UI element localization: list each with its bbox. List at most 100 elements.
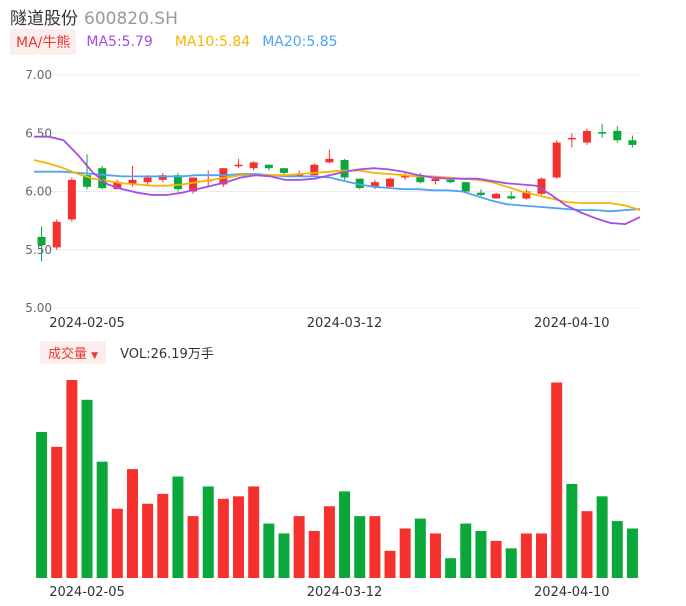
volume-bar: [429, 533, 441, 578]
stock-name: 隧道股份: [10, 9, 78, 29]
x-tick-label: 2024-03-12: [307, 316, 383, 331]
x-tick-label: 2024-04-10: [534, 585, 610, 600]
volume-bar: [308, 530, 320, 578]
candle-body: [189, 177, 198, 192]
volume-bar: [157, 493, 169, 578]
candle-body: [128, 179, 137, 185]
stock-code: 600820.SH: [84, 9, 178, 29]
x-tick-label: 2024-04-10: [534, 316, 610, 331]
candle-body: [522, 191, 531, 199]
volume-bar: [475, 530, 487, 578]
candle-body: [461, 182, 470, 192]
volume-bar: [187, 516, 199, 578]
volume-bar: [414, 518, 426, 578]
candle-body: [219, 168, 228, 185]
candle-body: [234, 164, 243, 167]
y-tick-label: 5.00: [25, 301, 52, 315]
candle-body: [416, 175, 425, 183]
volume-bar: [172, 476, 184, 578]
candle-body: [386, 178, 395, 187]
volume-bar: [399, 528, 411, 578]
volume-bar: [278, 533, 290, 578]
volume-value: VOL:26.19万手: [120, 346, 214, 362]
candle-body: [143, 177, 152, 183]
candle-body: [628, 140, 637, 145]
ma5-line: [34, 135, 641, 226]
volume-bar: [66, 380, 78, 578]
volume-bar: [596, 496, 608, 578]
candle-body: [173, 175, 182, 190]
volume-bar: [323, 506, 335, 578]
candle-body: [67, 179, 76, 220]
candle-body: [264, 164, 273, 169]
candle-body: [83, 175, 92, 187]
candle-body: [279, 168, 288, 173]
volume-bar: [339, 491, 351, 578]
ma10-line: [33, 159, 641, 211]
candle-body: [340, 160, 349, 178]
candle-body: [310, 164, 319, 176]
volume-bar: [581, 511, 593, 578]
volume-bar: [142, 503, 154, 578]
candle-body: [552, 142, 561, 178]
candle-body: [401, 175, 410, 178]
volume-bar: [520, 533, 532, 578]
candle-body: [613, 130, 622, 141]
indicator-selector-label: 成交量: [48, 346, 88, 362]
candle-body: [537, 178, 546, 194]
volume-bar: [384, 550, 396, 578]
stock-header: 隧道股份 600820.SH: [10, 4, 178, 29]
volume-bar: [445, 558, 457, 578]
y-tick-label: 6.50: [25, 126, 52, 140]
x-tick-label: 2024-03-12: [307, 585, 383, 600]
ma20-line: [34, 170, 641, 213]
volume-bar: [263, 523, 275, 578]
candle-body: [98, 168, 107, 189]
volume-bar: [293, 516, 305, 578]
volume-bar: [369, 516, 381, 578]
indicator-selector[interactable]: 成交量 ▼: [40, 340, 107, 364]
volume-legend: 成交量 ▼ VOL:26.19万手: [40, 340, 214, 364]
volume-bar: [126, 469, 138, 578]
dropdown-arrow-icon: ▼: [91, 350, 99, 361]
volume-bar: [611, 521, 623, 578]
candle-body: [370, 182, 379, 187]
volume-bar: [81, 399, 93, 578]
ma5-label: MA5:5.79: [86, 34, 153, 50]
candle-body: [249, 162, 258, 169]
candle-body: [492, 193, 501, 199]
candle-body: [476, 192, 485, 195]
volume-bar: [233, 496, 245, 578]
volume-bar: [626, 528, 638, 578]
volume-bar: [505, 548, 517, 578]
candle-body: [52, 221, 61, 248]
candle-body: [355, 178, 364, 189]
ma-legend: MA/牛熊 MA5:5.79 MA10:5.84 MA20:5.85: [10, 29, 338, 55]
candle-body: [446, 179, 455, 183]
y-tick-label: 5.50: [25, 243, 52, 257]
volume-bar: [460, 523, 472, 578]
candle-body: [598, 132, 607, 134]
volume-bar: [217, 498, 229, 578]
candle-body: [582, 130, 591, 143]
ma-type-selector[interactable]: MA/牛熊: [10, 29, 77, 55]
x-tick-label: 2024-02-05: [49, 585, 125, 600]
candle-body: [158, 175, 167, 180]
candle-body: [567, 137, 576, 140]
ma10-label: MA10:5.84: [174, 34, 251, 50]
volume-bar: [490, 540, 502, 578]
y-tick-label: 7.00: [25, 68, 52, 82]
volume-bar: [248, 486, 260, 578]
volume-bar: [51, 446, 63, 578]
volume-bar: [354, 516, 366, 578]
candle-body: [37, 236, 46, 246]
candle-body: [113, 182, 122, 190]
volume-bar: [566, 483, 578, 578]
volume-bar: [96, 461, 108, 578]
volume-bar: [536, 533, 548, 578]
y-tick-label: 6.00: [25, 185, 52, 199]
candle-body: [507, 196, 516, 199]
volume-bar: [202, 486, 214, 578]
candle-body: [325, 158, 334, 163]
